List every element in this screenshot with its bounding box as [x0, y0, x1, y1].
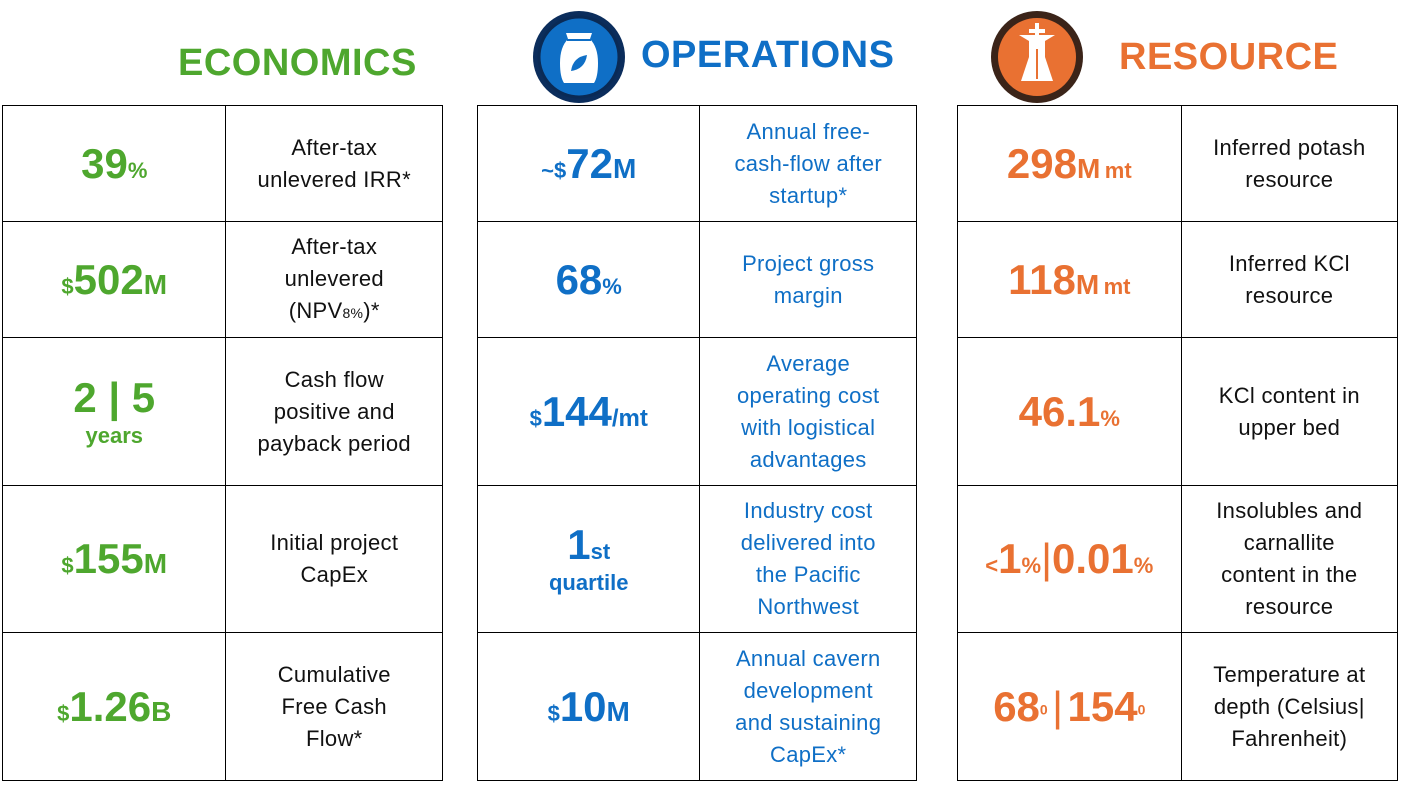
table-row: 298M mt Inferred potash resource	[957, 105, 1399, 222]
metric-value: $10M	[476, 632, 701, 781]
metric-description: Annual free-cash-flow after startup*	[699, 105, 917, 222]
table-row: 1st quartile Industry cost delivered into t…	[476, 485, 917, 633]
table-row: $502M After-tax unlevered (NPV8%)*	[1, 221, 443, 338]
table-row: 680 | 1540 Temperature at depth (Celsius|…	[957, 632, 1399, 781]
table-row: $1.26B Cumulative Free Cash Flow*	[1, 632, 443, 781]
table-row: <1%|0.01% Insolubles and carnallite conten…	[957, 485, 1399, 633]
metric-value: 68%	[476, 221, 701, 338]
metric-description: Average operating cost with logistical adva…	[699, 337, 917, 486]
metric-description: Industry cost delivered into the Pacific No…	[699, 485, 917, 633]
metric-value: 680 | 1540	[957, 632, 1182, 781]
table-row: $144/mt Average operating cost with logist…	[476, 337, 917, 486]
metric-value: 2 | 5 years	[1, 337, 227, 486]
fertilizer-bag-icon	[531, 9, 627, 110]
metric-description: Inferred KCl resource	[1180, 221, 1399, 338]
metric-value: 1st quartile	[476, 485, 701, 633]
metric-description: Insolubles and carnallite content in the re…	[1180, 485, 1399, 633]
metric-description: Initial project CapEx	[225, 485, 443, 633]
metric-value: 118M mt	[957, 221, 1182, 338]
metric-value: ~$72M	[476, 105, 701, 222]
operations-table: ~$72M Annual free-cash-flow after startup…	[476, 105, 917, 781]
mine-shaft-icon	[989, 9, 1085, 110]
metric-value: 39%	[1, 105, 227, 222]
metric-value: $502M	[1, 221, 227, 338]
metric-value: $1.26B	[1, 632, 227, 781]
metric-description: Project gross margin	[699, 221, 917, 338]
table-row: 68% Project gross margin	[476, 221, 917, 338]
metric-value: 46.1%	[957, 337, 1182, 486]
table-row: 39% After-tax unlevered IRR*	[1, 105, 443, 222]
metric-description: Annual cavern development and sustaining Ca…	[699, 632, 917, 781]
table-row: 2 | 5 years Cash flow positive and payback …	[1, 337, 443, 486]
metric-description: Temperature at depth (Celsius| Fahrenheit)	[1180, 632, 1399, 781]
table-row: 118M mt Inferred KCl resource	[957, 221, 1399, 338]
table-row: $10M Annual cavern development and sustain…	[476, 632, 917, 781]
metric-value: $155M	[1, 485, 227, 633]
economics-heading: ECONOMICS	[178, 42, 417, 84]
metric-description: Cash flow positive and payback period	[225, 337, 443, 486]
table-row: $155M Initial project CapEx	[1, 485, 443, 633]
table-row: 46.1% KCl content in upper bed	[957, 337, 1399, 486]
metric-value: $144/mt	[476, 337, 701, 486]
resource-table: 298M mt Inferred potash resource 118M mt …	[957, 105, 1399, 781]
metric-description: Inferred potash resource	[1180, 105, 1399, 222]
economics-table: 39% After-tax unlevered IRR* $502M After-…	[1, 105, 443, 781]
metric-description: KCl content in upper bed	[1180, 337, 1399, 486]
metric-value: 298M mt	[957, 105, 1182, 222]
operations-heading: OPERATIONS	[641, 34, 895, 76]
table-row: ~$72M Annual free-cash-flow after startup…	[476, 105, 917, 222]
metric-description: After-tax unlevered IRR*	[225, 105, 443, 222]
resource-heading: RESOURCE	[1119, 36, 1339, 78]
metric-value: <1%|0.01%	[957, 485, 1182, 633]
metric-description: Cumulative Free Cash Flow*	[225, 632, 443, 781]
metric-description: After-tax unlevered (NPV8%)*	[225, 221, 443, 338]
